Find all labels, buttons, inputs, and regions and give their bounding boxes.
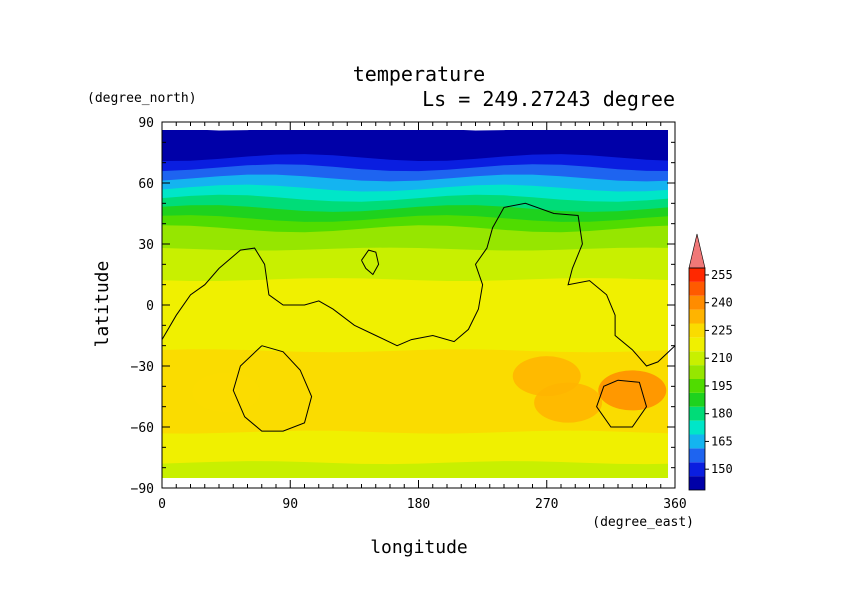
x-axis-label: longitude: [370, 537, 468, 558]
colorbar-tick-label: 255: [711, 268, 733, 282]
colorbar-tick-label: 210: [711, 351, 733, 365]
contour-line: [596, 379, 648, 428]
x-tick-label: 360: [663, 497, 686, 512]
temperature-band: [162, 237, 668, 254]
temperature-band: [162, 471, 668, 478]
contour-line: [161, 202, 676, 367]
temperature-hotspot: [534, 382, 603, 423]
colorbar-swatch: [689, 476, 705, 490]
y-axis-label: latitude: [92, 261, 113, 348]
colorbar-swatch: [689, 351, 705, 366]
colorbar-swatch: [689, 323, 705, 338]
temperature-band: [162, 225, 668, 243]
colorbar-swatch: [689, 337, 705, 352]
x-tick-label: 180: [407, 497, 430, 512]
contour-line: [232, 345, 313, 432]
colorbar: 150 165 180 195 210 225 240 255: [688, 233, 733, 491]
colorbar-swatch: [689, 434, 705, 449]
colorbar-tick-label: 150: [711, 462, 733, 476]
y-tick-label: 0: [146, 299, 154, 314]
contour-lines: [161, 202, 676, 432]
colorbar-swatch: [689, 295, 705, 310]
colorbar-swatch: [689, 420, 705, 435]
colorbar-swatch: [689, 309, 705, 324]
colorbar-swatch: [689, 392, 705, 407]
y-tick-label: −30: [131, 360, 154, 375]
temperature-band: [162, 247, 668, 264]
x-tick-label: 90: [282, 497, 298, 512]
colorbar-swatch: [689, 268, 705, 282]
y-tick-label: 60: [138, 177, 154, 192]
colorbar-max-arrow: [688, 233, 706, 269]
y-axis-ticks: 90 60 30 0 −30 −60 −90: [131, 116, 675, 497]
temperature-band: [162, 205, 668, 223]
contour-line: [361, 249, 380, 276]
temperature-hotspot: [598, 370, 667, 411]
colorbar-swatch: [689, 365, 705, 379]
colorbar-swatch: [689, 462, 705, 477]
chart-subtitle: Ls = 249.27243 degree: [422, 87, 675, 111]
chart-title: temperature: [353, 62, 485, 86]
temperature-hotspot: [192, 372, 261, 413]
colorbar-tick-label: 195: [711, 379, 733, 393]
temperature-band: [162, 194, 668, 213]
colorbar-swatch: [689, 281, 705, 296]
y-tick-label: 30: [138, 238, 154, 253]
x-unit-label: (degree_east): [592, 515, 694, 530]
x-tick-label: 0: [158, 497, 166, 512]
temperature-band: [162, 339, 668, 355]
y-unit-label: (degree_north): [87, 91, 197, 106]
temperature-band: [162, 215, 668, 233]
colorbar-tick-label: 180: [711, 407, 733, 421]
y-tick-label: −60: [131, 421, 154, 436]
x-axis-ticks: 0 90 180 270 360: [158, 122, 687, 512]
y-tick-label: −90: [131, 482, 154, 497]
colorbar-tick-label: 165: [711, 434, 733, 448]
x-tick-label: 270: [535, 497, 558, 512]
colorbar-tick-label: 225: [711, 323, 733, 337]
temperature-band: [162, 184, 668, 203]
colorbar-swatch: [689, 406, 705, 421]
temperature-field: [162, 130, 668, 478]
colorbar-swatch: [689, 448, 705, 463]
colorbar-frame: [688, 267, 706, 491]
colorbar-swatch: [689, 379, 705, 393]
colorbar-tick-label: 240: [711, 296, 733, 310]
y-tick-label: 90: [138, 116, 154, 131]
